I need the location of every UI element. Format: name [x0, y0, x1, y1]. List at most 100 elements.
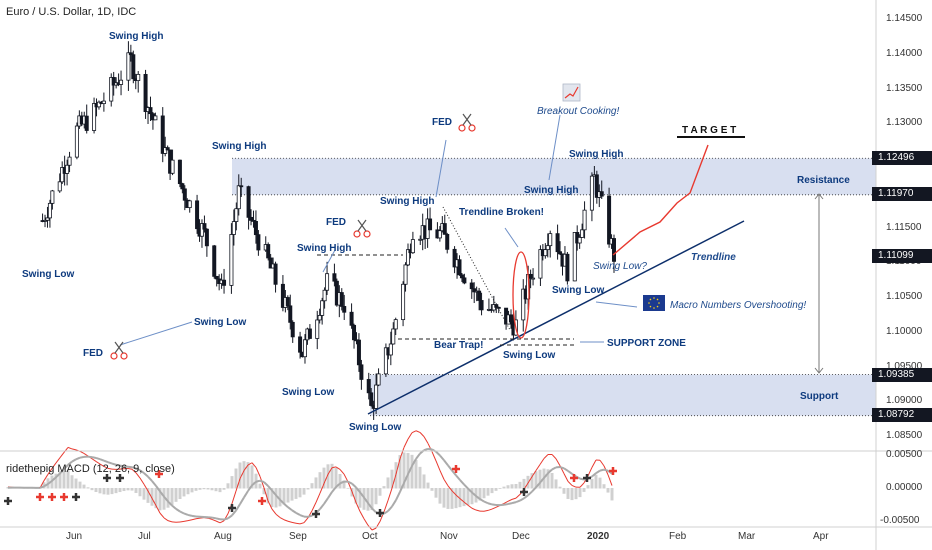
- macd-histogram-bar: [134, 488, 138, 493]
- signal-line-segment: [459, 479, 465, 486]
- signal-line-segment: [507, 502, 513, 506]
- macd-line-segment: [283, 519, 289, 522]
- scissors-icon-handle: [120, 352, 128, 360]
- signal-line-segment: [551, 466, 557, 471]
- signal-line-segment: [147, 475, 153, 482]
- macd-histogram-bar: [126, 488, 130, 491]
- scissors-icon-blade: [357, 219, 367, 232]
- macd-histogram-bar: [466, 488, 470, 506]
- month-jun: Jun: [66, 531, 83, 542]
- candle-body: [302, 339, 307, 358]
- macd-line-segment: [255, 467, 261, 477]
- signal-line-segment: [363, 496, 369, 504]
- signal-line-segment: [491, 503, 497, 506]
- price-tick-label: 1.09000: [886, 395, 923, 407]
- label-bear-trap: Bear Trap!: [434, 340, 484, 351]
- signal-line-segment: [451, 469, 457, 476]
- macd-line-segment: [99, 463, 105, 467]
- macd-line-segment: [347, 481, 353, 492]
- month-oct: Oct: [362, 531, 378, 542]
- macd-histogram-bar: [490, 488, 494, 494]
- eu-flag-star: [648, 302, 650, 304]
- candle-body: [136, 73, 141, 82]
- macd-line-segment: [183, 520, 189, 522]
- macd-histogram-bar: [310, 483, 314, 489]
- signal-line-segment: [139, 469, 145, 474]
- candle-body: [607, 195, 612, 245]
- macro-arrow: [595, 301, 638, 308]
- label-swing-high-2: Swing High: [212, 141, 267, 152]
- signal-line-segment: [127, 465, 133, 469]
- macd-histogram-bar: [370, 488, 374, 511]
- macd-histogram-bar: [406, 452, 410, 489]
- macd-histogram-bar: [262, 488, 266, 495]
- macd-histogram-bar: [282, 488, 286, 505]
- eu-flag-icon: [643, 295, 665, 311]
- signal-line-segment: [47, 480, 53, 485]
- macd-histogram-bar: [514, 484, 518, 489]
- signal-line-segment: [115, 463, 121, 467]
- macd-histogram-bar: [298, 488, 302, 498]
- candle-body: [317, 315, 322, 321]
- macd-histogram-bar: [426, 482, 430, 489]
- macd-line-segment: [395, 458, 401, 475]
- candle-body: [285, 297, 290, 307]
- signal-line-segment: [595, 469, 601, 475]
- macd-line-segment: [143, 483, 149, 492]
- macd-line-segment: [599, 459, 605, 467]
- signal-line-segment: [535, 482, 541, 489]
- macd-line-segment: [167, 520, 173, 523]
- candle-body: [165, 147, 170, 151]
- signal-line-segment: [467, 487, 473, 494]
- candle-body: [160, 115, 165, 154]
- candle-body: [349, 311, 354, 326]
- signal-line-segment: [99, 458, 105, 462]
- candle-body: [67, 156, 72, 166]
- macd-histogram-bar: [594, 474, 598, 489]
- candle-body: [391, 328, 396, 345]
- label-swing-high-6: Swing High: [569, 149, 624, 160]
- signal-line-segment: [335, 482, 341, 488]
- macd-line-segment: [243, 464, 249, 471]
- macd-histogram-bar: [306, 488, 310, 490]
- macd-line-segment: [439, 470, 445, 480]
- macd-histogram-bar: [546, 469, 550, 489]
- signal-line-segment: [371, 507, 377, 514]
- candle-body: [442, 223, 447, 235]
- macd-histogram-bar: [102, 488, 106, 495]
- signal-line-segment: [283, 502, 289, 508]
- macd-histogram-bar: [74, 478, 78, 489]
- macd-line-segment: [367, 524, 373, 531]
- price-tick-label: 1.11500: [886, 221, 922, 233]
- candle-body: [249, 216, 254, 221]
- macd-histogram-bar: [54, 473, 58, 489]
- macd-histogram-bar: [318, 472, 322, 489]
- macd-histogram-bar: [414, 459, 418, 489]
- macd-line-segment: [515, 494, 521, 499]
- signal-line-segment: [75, 456, 81, 461]
- macd-line-segment: [403, 438, 409, 448]
- candle-body: [43, 219, 48, 222]
- macd-histogram-bar: [578, 488, 582, 498]
- candle-body: [234, 208, 239, 222]
- macd-line-segment: [315, 493, 321, 503]
- eu-flag-star: [653, 307, 655, 309]
- breakout-chart-icon: [562, 83, 581, 102]
- candle-body: [332, 273, 337, 282]
- candle-body: [437, 230, 442, 239]
- candle-body: [131, 54, 136, 80]
- signal-line-segment: [359, 491, 365, 499]
- fed-arrow-3: [435, 139, 447, 198]
- signal-line-segment: [563, 467, 569, 472]
- macd-histogram-bar: [434, 488, 438, 498]
- macd-line-segment: [339, 469, 345, 475]
- macd-tick-top: 0.00500: [886, 449, 923, 460]
- macd-line-segment: [487, 508, 493, 511]
- candle-body: [128, 52, 133, 56]
- macd-line-segment: [67, 446, 73, 450]
- macd-line-segment: [343, 473, 349, 483]
- trendline: [367, 220, 745, 415]
- candle-body: [401, 283, 406, 321]
- macd-histogram-bar: [562, 488, 566, 494]
